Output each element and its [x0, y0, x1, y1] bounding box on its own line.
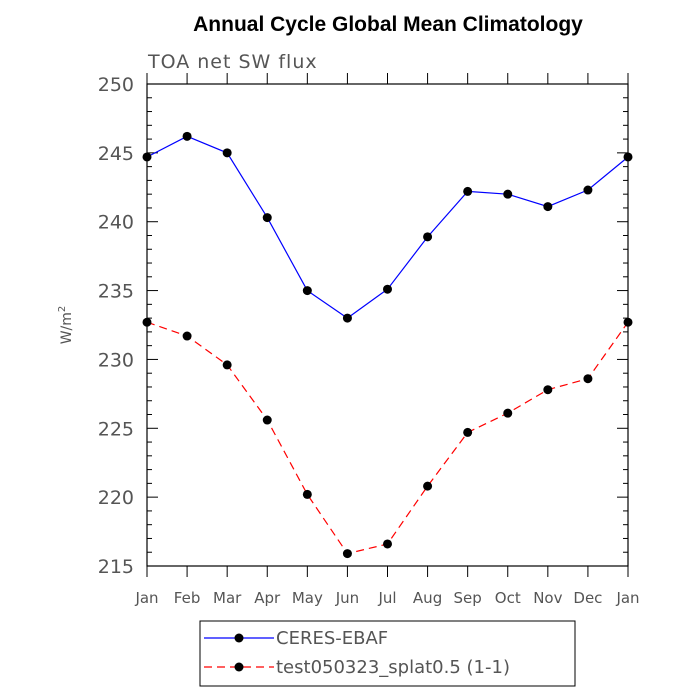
- x-tick-label: Aug: [413, 589, 442, 607]
- x-tick-label: Oct: [495, 589, 521, 607]
- data-point: [342, 313, 352, 323]
- data-point: [342, 549, 352, 559]
- data-point: [262, 415, 272, 425]
- legend-box: [199, 620, 576, 687]
- x-tick-label: Jun: [335, 589, 359, 607]
- legend-marker-test: [234, 662, 244, 672]
- x-tick-label: Jul: [377, 589, 396, 607]
- data-point: [182, 331, 192, 341]
- data-point: [142, 152, 152, 162]
- data-point: [623, 317, 633, 327]
- x-tick-label: May: [292, 589, 323, 607]
- data-point: [543, 202, 553, 212]
- data-point: [262, 213, 272, 223]
- data-point: [383, 284, 392, 294]
- y-tick-label: 235: [98, 281, 134, 303]
- y-tick-label: 215: [98, 556, 134, 578]
- data-point: [302, 489, 312, 499]
- data-point: [423, 481, 433, 491]
- y-tick-label: 220: [98, 487, 134, 509]
- x-tick-label: Jan: [615, 589, 639, 607]
- y-axis-label-main: W/m: [59, 312, 75, 344]
- data-point: [583, 185, 593, 195]
- data-point: [623, 152, 633, 162]
- y-tick-label: 245: [98, 143, 134, 165]
- x-tick-label: Mar: [213, 589, 242, 607]
- legend-label-test: test050323_splat0.5 (1-1): [276, 657, 510, 678]
- legend-label-ceres: CERES-EBAF: [276, 628, 388, 649]
- y-tick-label: 240: [98, 212, 134, 234]
- series-line-1: [146, 321, 629, 555]
- y-tick-label: 230: [98, 349, 134, 371]
- legend-marker-ceres: [234, 633, 244, 643]
- data-point: [222, 360, 232, 370]
- x-tick-label: Jan: [134, 589, 158, 607]
- data-point: [383, 539, 392, 549]
- data-point: [423, 232, 433, 242]
- data-point: [142, 317, 152, 327]
- data-point: [302, 286, 312, 296]
- data-point: [463, 427, 473, 437]
- chart-subtitle: TOA net SW flux: [147, 51, 318, 73]
- data-point: [503, 408, 513, 418]
- x-tick-label: Feb: [174, 589, 201, 607]
- data-point: [182, 131, 192, 141]
- y-axis-label: W/m2: [57, 306, 75, 345]
- x-tick-label: Apr: [254, 589, 281, 607]
- x-tick-label: Sep: [454, 589, 482, 607]
- y-axis-ticks: 215 220 225 230 235 240 245 250: [98, 74, 628, 578]
- plot-frame: [146, 83, 629, 567]
- y-tick-label: 225: [98, 418, 134, 440]
- x-tick-label: Nov: [533, 589, 562, 607]
- chart-title: Annual Cycle Global Mean Climatology: [193, 13, 583, 36]
- data-point: [543, 385, 553, 395]
- x-axis-ticks: Jan Feb Mar Apr May Jun Jul Aug Sep Oct Nov Dec Jan: [134, 73, 640, 607]
- data-point: [222, 148, 232, 158]
- y-tick-label: 250: [98, 74, 134, 96]
- data-point: [503, 189, 513, 199]
- series-layer: [142, 131, 633, 559]
- data-point: [583, 374, 593, 384]
- legend: CERES-EBAF test050323_splat0.5 (1-1): [199, 620, 576, 687]
- data-point: [463, 186, 473, 196]
- y-axis-label-superscript: 2: [57, 306, 68, 312]
- x-tick-label: Dec: [573, 589, 602, 607]
